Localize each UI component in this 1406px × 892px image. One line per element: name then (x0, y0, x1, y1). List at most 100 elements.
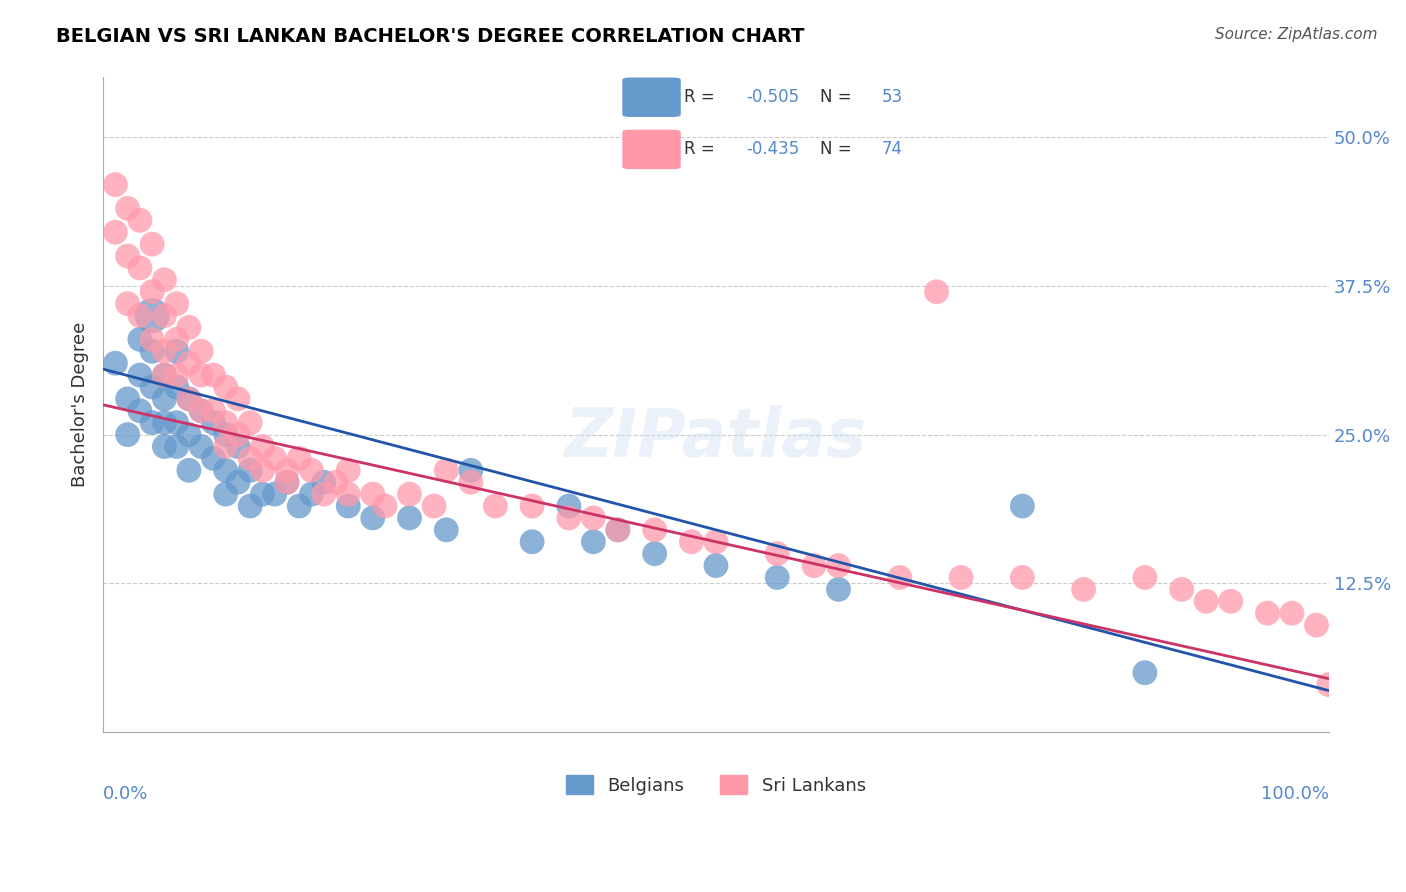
Point (153, 368, 176, 382)
FancyBboxPatch shape (623, 129, 681, 169)
Point (889, 570, 911, 584)
Point (1219, 594, 1241, 608)
Point (141, 237, 163, 252)
Text: 74: 74 (882, 140, 903, 159)
FancyBboxPatch shape (623, 78, 681, 117)
Point (190, 344, 212, 359)
Text: -0.505: -0.505 (747, 88, 800, 106)
Point (166, 416, 188, 430)
Point (582, 511, 605, 525)
Point (644, 547, 666, 561)
Point (520, 534, 543, 549)
Point (704, 558, 727, 573)
Text: BELGIAN VS SRI LANKAN BACHELOR'S DEGREE CORRELATION CHART: BELGIAN VS SRI LANKAN BACHELOR'S DEGREE … (56, 27, 804, 45)
Point (190, 368, 212, 382)
Point (312, 475, 335, 490)
Point (166, 368, 188, 382)
Text: R =: R = (685, 88, 720, 106)
Point (104, 225, 127, 239)
Point (190, 440, 212, 454)
Point (177, 356, 200, 370)
Point (129, 404, 152, 418)
Point (117, 202, 139, 216)
Point (202, 416, 225, 430)
Point (104, 356, 127, 370)
Point (215, 416, 238, 430)
Point (644, 523, 666, 537)
Point (141, 344, 163, 359)
Point (129, 309, 152, 323)
Point (166, 380, 188, 394)
Point (337, 463, 360, 477)
Point (177, 427, 200, 442)
Point (337, 499, 360, 513)
Point (1133, 665, 1156, 680)
Point (1073, 582, 1095, 597)
Text: 53: 53 (882, 88, 903, 106)
Point (950, 570, 973, 584)
Point (1133, 570, 1156, 584)
Point (434, 463, 457, 477)
Point (153, 309, 176, 323)
Point (925, 285, 948, 299)
Y-axis label: Bachelor's Degree: Bachelor's Degree (72, 322, 89, 487)
Point (312, 487, 335, 501)
Point (226, 440, 249, 454)
Point (226, 475, 249, 490)
Point (361, 487, 384, 501)
Point (252, 463, 274, 477)
Point (460, 475, 482, 490)
Point (129, 368, 152, 382)
Point (1317, 678, 1340, 692)
Point (215, 487, 238, 501)
Point (398, 487, 420, 501)
Point (398, 511, 420, 525)
Point (153, 416, 176, 430)
Point (215, 463, 238, 477)
Point (153, 273, 176, 287)
Point (166, 440, 188, 454)
Point (117, 296, 139, 310)
Text: -0.435: -0.435 (747, 140, 800, 159)
Point (766, 547, 789, 561)
Point (215, 427, 238, 442)
Point (252, 440, 274, 454)
Point (582, 534, 605, 549)
Point (704, 534, 727, 549)
Point (117, 392, 139, 406)
Point (558, 511, 581, 525)
Point (153, 440, 176, 454)
Point (276, 475, 298, 490)
Point (606, 523, 628, 537)
Point (423, 499, 446, 513)
Point (215, 380, 238, 394)
Point (1305, 618, 1327, 632)
Point (337, 487, 360, 501)
Legend: Belgians, Sri Lankans: Belgians, Sri Lankans (558, 768, 873, 802)
Point (141, 332, 163, 346)
Point (177, 392, 200, 406)
Text: 100.0%: 100.0% (1261, 785, 1329, 803)
Point (153, 368, 176, 382)
Point (301, 463, 323, 477)
Point (1011, 499, 1033, 513)
Text: 0.0%: 0.0% (103, 785, 149, 803)
Point (177, 320, 200, 334)
Point (263, 451, 285, 466)
Point (166, 332, 188, 346)
Point (1281, 606, 1303, 620)
Point (827, 558, 849, 573)
Point (141, 309, 163, 323)
Point (215, 440, 238, 454)
Text: R =: R = (685, 140, 720, 159)
Point (202, 451, 225, 466)
Point (239, 416, 262, 430)
Point (374, 499, 396, 513)
Point (190, 404, 212, 418)
Point (226, 427, 249, 442)
Point (129, 213, 152, 227)
Text: Source: ZipAtlas.com: Source: ZipAtlas.com (1215, 27, 1378, 42)
Point (361, 511, 384, 525)
Point (202, 404, 225, 418)
Text: ZIPatlas: ZIPatlas (565, 405, 868, 471)
